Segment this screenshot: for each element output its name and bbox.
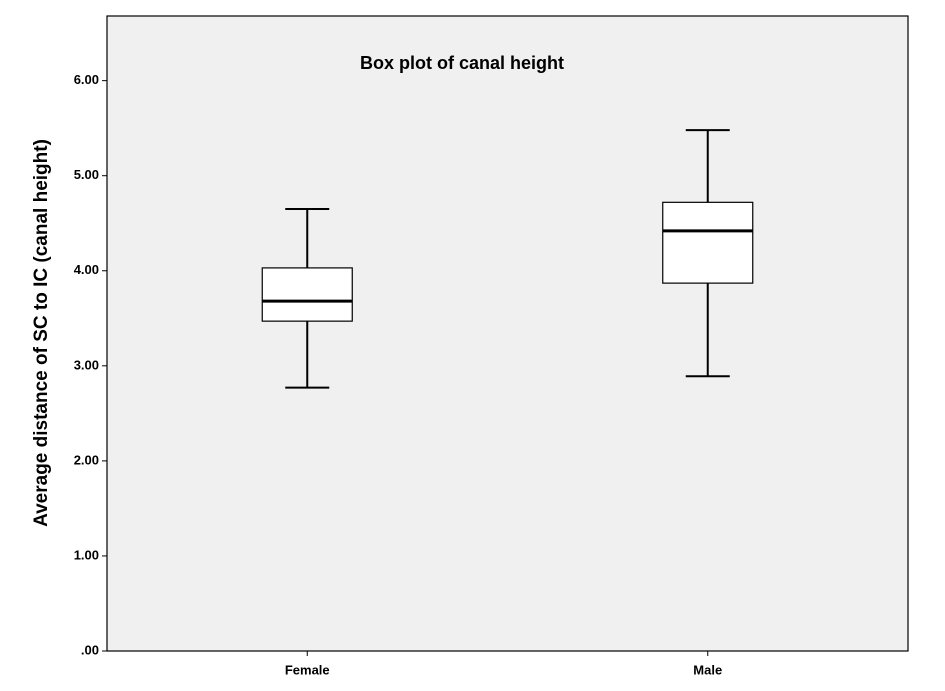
plot-area (106, 15, 909, 652)
box (662, 201, 754, 284)
y-tick-label: 4.00 (74, 262, 99, 277)
y-tick-label: 6.00 (74, 72, 99, 87)
chart-title: Box plot of canal height (360, 53, 564, 73)
y-tick-label: .00 (81, 642, 99, 657)
y-tick-label: 3.00 (74, 357, 99, 372)
y-tick-label: 1.00 (74, 547, 99, 562)
x-tick-label: Female (285, 662, 330, 677)
y-axis-label: Average distance of SC to IC (canal heig… (31, 139, 52, 527)
y-tick-label: 2.00 (74, 452, 99, 467)
x-tick-label: Male (693, 662, 722, 677)
box (261, 267, 353, 322)
y-tick-label: 5.00 (74, 167, 99, 182)
